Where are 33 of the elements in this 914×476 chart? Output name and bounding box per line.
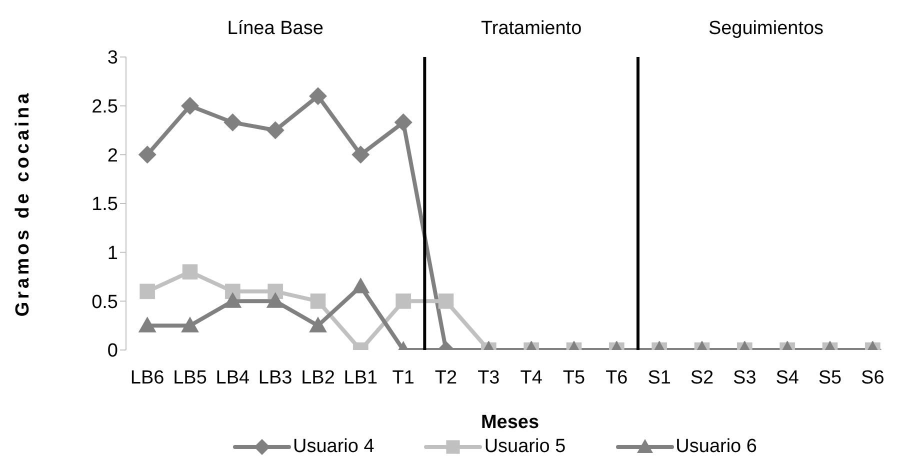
x-tick-label: T3: [478, 367, 500, 388]
legend-label: Usuario 6: [676, 436, 757, 458]
y-tick-label: 0.5: [92, 292, 118, 313]
text: Seguimientos: [707, 18, 825, 40]
x-tick-label: LB3: [258, 367, 292, 388]
x-tick-label: T4: [520, 367, 543, 388]
legend-label: Usuario 4: [293, 436, 374, 458]
text: Tratamiento: [480, 18, 583, 40]
x-tick-label: LB6: [130, 367, 164, 388]
x-tick-label: S6: [861, 367, 884, 388]
legend-label: Usuario 5: [484, 436, 566, 458]
x-tick-label: LB1: [344, 367, 378, 388]
x-tick-label: T2: [434, 367, 458, 388]
y-tick-label: 0: [107, 340, 118, 362]
y-tick-label: 2.5: [92, 96, 118, 118]
x-tick-label: LB5: [173, 367, 207, 388]
x-tick-label: S1: [648, 367, 671, 388]
x-tick-label: LB4: [216, 367, 250, 388]
y-tick-label: 2: [107, 145, 118, 166]
x-tick-label: T6: [606, 367, 628, 388]
x-tick-label: T5: [562, 367, 586, 388]
x-tick-label: S2: [690, 367, 714, 388]
y-tick-label: 3: [107, 48, 118, 69]
x-axis-title: Meses: [480, 412, 540, 433]
x-tick-label: S4: [776, 367, 800, 388]
x-tick-label: LB2: [301, 367, 335, 388]
x-tick-label: S3: [733, 367, 756, 388]
x-tick-label: S5: [818, 367, 842, 388]
text: Línea Base: [226, 18, 324, 40]
y-tick-label: 1.5: [92, 194, 118, 216]
x-tick-label: T1: [392, 367, 414, 388]
y-tick-label: 1: [107, 243, 118, 264]
y-axis-title: Gramos de cocaina: [12, 90, 34, 317]
